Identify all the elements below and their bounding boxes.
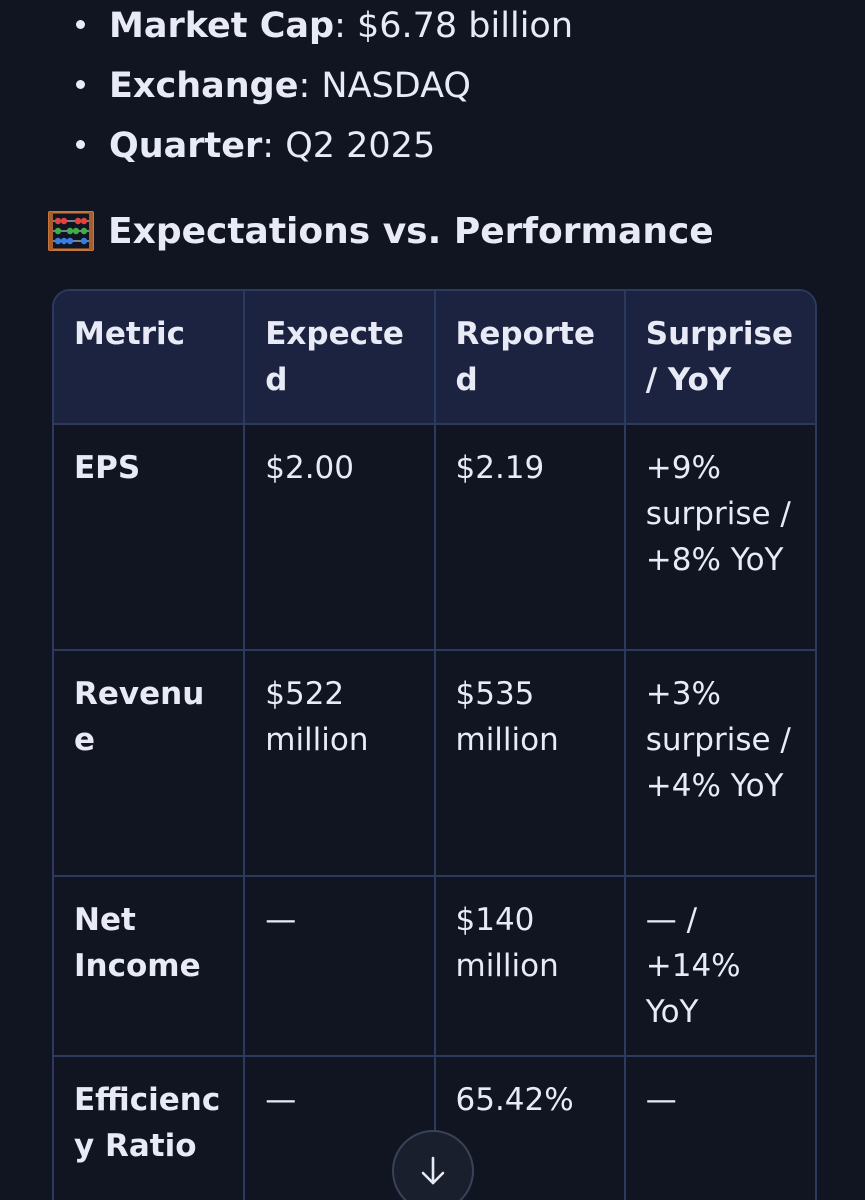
fact-quarter: Quarter: Q2 2025	[70, 120, 573, 180]
column-header: Expected	[244, 291, 436, 425]
table-cell: — / +14% YoY	[624, 876, 815, 1057]
table-header-row: Metric Expected Reported Surprise / YoY	[54, 291, 815, 425]
facts-list: Market Cap: $6.78 billion Exchange: NASD…	[70, 0, 573, 180]
table-cell: +3% surprise / +4% YoY	[624, 650, 815, 877]
table-cell: $535 million	[434, 650, 626, 877]
table-row: Net Income — $140 million — / +14% YoY	[54, 876, 815, 1057]
table-cell: —	[244, 876, 436, 1057]
fact-market-cap: Market Cap: $6.78 billion	[70, 0, 573, 60]
column-header: Metric	[54, 291, 246, 425]
table-row: Efficiency Ratio — 65.42% —	[54, 1056, 815, 1200]
performance-table: Metric Expected Reported Surprise / YoY …	[52, 289, 817, 1200]
column-header: Reported	[434, 291, 626, 425]
bullet-icon	[76, 79, 85, 89]
table-row: EPS $2.00 $2.19 +9% surprise / +8% YoY	[54, 424, 815, 651]
arrow-down-icon	[421, 1156, 445, 1185]
bullet-icon	[76, 19, 85, 29]
table-row: Revenue $522 million $535 million +3% su…	[54, 650, 815, 877]
fact-exchange: Exchange: NASDAQ	[70, 60, 573, 120]
table-cell: —	[645, 1082, 677, 1118]
table-cell: Revenue	[54, 650, 246, 877]
table-cell: +9% surprise / +8% YoY	[624, 424, 815, 651]
scroll-down-button[interactable]	[392, 1130, 474, 1200]
section-heading: Expectations vs. Performance	[47, 202, 714, 260]
table-cell: $2.00	[244, 424, 436, 651]
table-cell: EPS	[54, 424, 246, 651]
table-cell: Net Income	[54, 876, 246, 1057]
abacus-icon	[47, 210, 95, 252]
table-cell: $2.19	[434, 424, 626, 651]
column-header: Surprise / YoY	[624, 291, 815, 425]
table-cell: $522 million	[244, 650, 436, 877]
table-cell: Efficiency Ratio	[54, 1056, 246, 1200]
section-title: Expectations vs. Performance	[108, 210, 714, 252]
table-cell: $140 million	[434, 876, 626, 1057]
bullet-icon	[76, 139, 85, 149]
